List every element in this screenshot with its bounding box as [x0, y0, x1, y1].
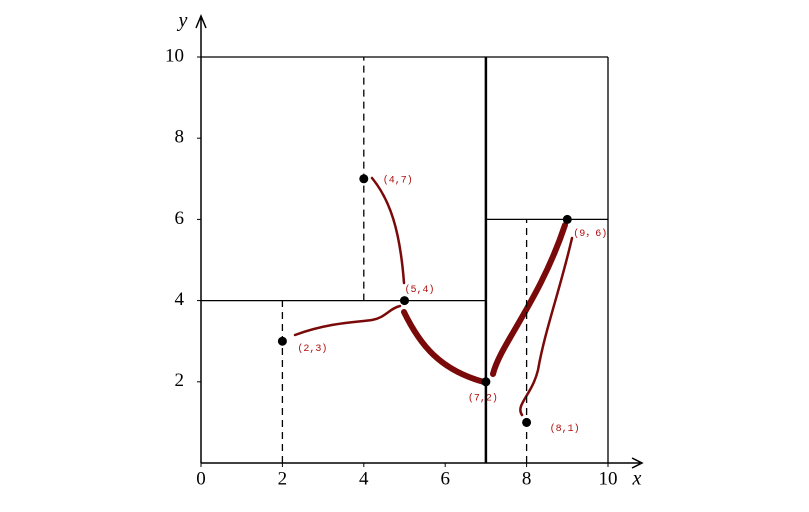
- point: [277, 336, 287, 346]
- point: [400, 296, 409, 306]
- x-tick-label: 0: [196, 468, 206, 489]
- y-tick-label: 10: [165, 45, 184, 66]
- y-axis-label: y: [177, 10, 188, 32]
- point-label: (4,7): [383, 174, 413, 186]
- point: [359, 174, 369, 184]
- x-axis-label: x: [632, 468, 642, 490]
- x-tick-label: 4: [359, 468, 369, 489]
- x-tick-label: 10: [599, 468, 618, 489]
- x-tick-label: 8: [522, 468, 532, 489]
- y-tick-label: 4: [175, 289, 185, 310]
- y-tick-label: 8: [175, 127, 185, 148]
- point: [481, 377, 491, 387]
- axes: [195, 14, 644, 469]
- point: [522, 417, 532, 427]
- point: [562, 214, 572, 224]
- x-tick-label: 6: [440, 468, 450, 489]
- point-label: (5,4): [405, 284, 435, 296]
- point-label: (7,2): [468, 392, 498, 404]
- y-tick-label: 6: [175, 208, 185, 229]
- x-tick-label: 2: [278, 468, 288, 489]
- point-label: (9，6): [573, 228, 607, 240]
- point-label: (2,3): [297, 343, 327, 355]
- point-label: (8,1): [550, 423, 580, 435]
- hand-drawn-path: [293, 176, 574, 417]
- y-tick-label: 2: [175, 370, 185, 391]
